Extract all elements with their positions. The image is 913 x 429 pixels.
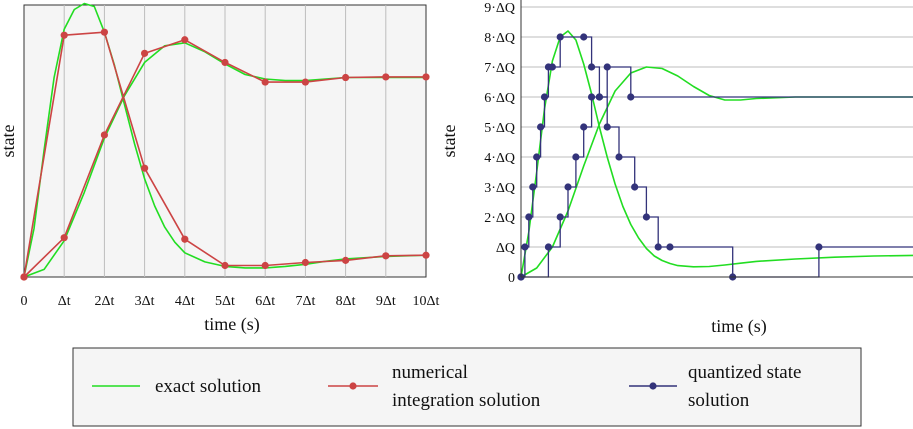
right-data-point [521,243,529,251]
left-x-tick-label: 8Δt [336,294,356,309]
right-data-point [564,183,572,191]
right-data-point [631,183,639,191]
left-x-tick-label: 0 [21,294,28,309]
right-y-tick-label: 3·ΔQ [484,181,515,196]
left-data-point [342,73,350,82]
right-data-point [572,153,580,161]
right-data-point [556,213,564,221]
left-data-point [382,73,390,81]
right-y-tick-label: 4·ΔQ [484,151,515,166]
right-data-point [666,243,674,251]
right-series-line [520,30,913,278]
right-y-tick-label: 0 [508,271,515,286]
left-x-tick-label: 6Δt [255,294,275,309]
right-data-point [540,93,549,101]
right-data-point [595,93,604,101]
left-data-point [221,261,229,270]
right-data-point [642,213,651,221]
legend-item-numerical: numerical integration solution [328,362,541,411]
legend: exact solution numerical integration sol… [72,347,862,427]
left-data-point [221,58,229,67]
right-y-tick-label: ΔQ [496,241,515,256]
right-y-tick-label: 6·ΔQ [484,91,515,106]
right-plot-area [521,0,913,277]
right-data-point [580,33,588,41]
right-data-point [537,123,545,131]
left-data-point [60,31,68,39]
legend-label-quantized-line2: solution [688,390,750,411]
legend-label-quantized-line1: quantized state [688,362,801,383]
left-data-point [422,251,430,259]
left-x-tick-label: 3Δt [135,294,155,309]
legend-marker-quantized [649,382,657,390]
left-data-point [261,261,269,270]
left-data-point [342,256,350,264]
right-ylabel: state [439,125,459,158]
left-data-point [60,234,68,242]
left-data-point [20,273,28,281]
right-data-point [603,63,611,71]
left-x-tick-label: 7Δt [295,294,315,309]
left-series [20,2,430,281]
right-y-tick-label: 7·ΔQ [484,61,515,76]
left-data-point [382,252,390,260]
right-data-point [587,93,596,101]
right-data-point [548,63,556,71]
left-x-tick-label: 9Δt [376,294,396,309]
right-data-point [587,63,596,71]
right-data-point [615,153,623,161]
right-data-point [654,243,662,251]
legend-label-exact: exact solution [155,376,262,397]
right-data-point [533,153,541,161]
left-data-point [181,235,189,243]
left-data-point [100,131,108,139]
right-y-tick-label: 8·ΔQ [484,31,515,46]
right-data-point [815,243,823,251]
right-chart: 0 ΔQ 2·ΔQ 3·ΔQ 4·ΔQ 5·ΔQ 6·ΔQ 7·ΔQ 8·ΔQ 9·ΔQ stat… [439,0,913,337]
right-y-tick-labels: 0 ΔQ 2·ΔQ 3·ΔQ 4·ΔQ 5·ΔQ 6·ΔQ 7·ΔQ 8·ΔQ 9·ΔQ [484,1,515,286]
left-data-point [422,73,430,81]
left-ylabel: state [0,125,18,158]
right-series [517,30,913,281]
left-data-point [301,78,309,86]
left-data-point [261,78,269,86]
left-x-tick-label: 4Δt [175,294,195,309]
left-data-point [301,258,309,267]
left-data-point [100,28,108,36]
legend-item-quantized: quantized state solution [629,362,801,411]
left-data-point [181,36,189,44]
right-y-tick-label: 5·ΔQ [484,121,515,136]
right-data-point [603,123,611,131]
right-y-tick-label: 2·ΔQ [484,211,515,226]
left-grid [63,5,387,277]
left-data-point [141,164,149,172]
legend-marker-numerical [349,382,357,390]
right-y-tick-label: 9·ΔQ [484,1,515,16]
left-series-line [23,2,427,278]
right-data-point [627,93,635,101]
left-x-tick-labels: 0 Δt 2Δt 3Δt 4Δt 5Δt 6Δt 7Δt 8Δt 9Δt 10Δt [21,294,440,309]
left-xlabel: time (s) [204,314,260,335]
legend-label-numerical-line1: numerical [392,362,468,383]
left-data-point [141,49,149,57]
right-data-point [525,213,533,221]
legend-label-numerical-line2: integration solution [392,390,541,411]
left-x-tick-label: Δt [58,294,71,309]
legend-box [72,347,862,427]
right-data-point [556,33,564,41]
right-data-point [529,183,537,191]
right-data-point [544,243,553,251]
right-data-point [580,123,588,131]
left-x-tick-label: 10Δt [413,294,440,309]
left-x-tick-label: 2Δt [94,294,114,309]
left-chart: 0 Δt 2Δt 3Δt 4Δt 5Δt 6Δt 7Δt 8Δt 9Δt 10Δt state ti… [0,2,440,335]
right-xlabel: time (s) [711,316,767,337]
legend-item-exact: exact solution [92,376,262,397]
left-x-tick-label: 5Δt [215,294,235,309]
